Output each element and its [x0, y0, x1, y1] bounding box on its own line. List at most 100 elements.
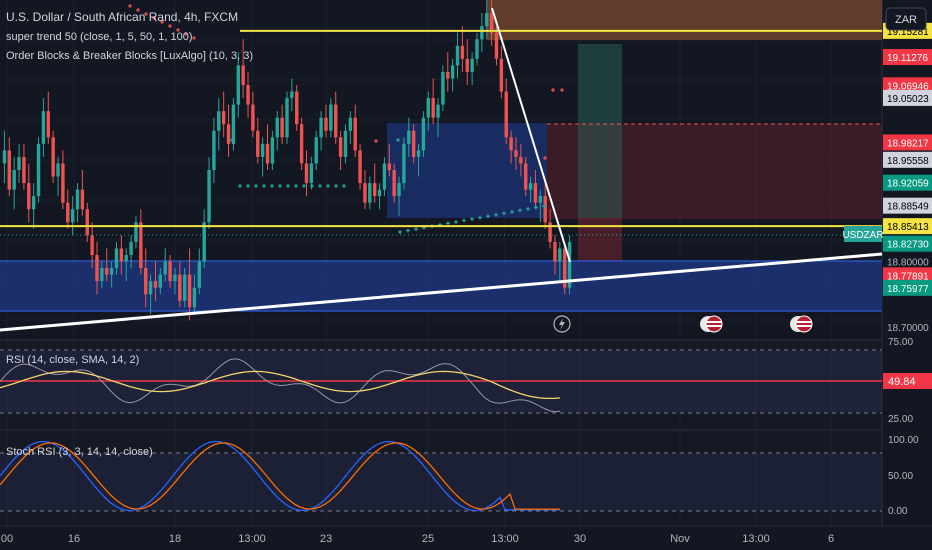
candle-body	[558, 248, 562, 262]
candle-body	[504, 91, 508, 138]
event-markers[interactable]	[553, 315, 813, 333]
candle-body	[416, 150, 421, 157]
stoch-d-line	[0, 442, 560, 510]
candle-body	[256, 130, 260, 157]
price-label: 18.88549	[887, 202, 929, 213]
candle-body	[446, 71, 450, 79]
candle-body	[114, 248, 119, 269]
rsi-pane[interactable]	[0, 340, 882, 430]
candle-body	[7, 150, 12, 190]
price-tag	[883, 267, 932, 284]
candle-body	[436, 104, 440, 118]
candle-body	[275, 117, 279, 138]
candle-body	[377, 189, 382, 197]
candle-body	[148, 281, 153, 295]
candle-body	[226, 124, 231, 144]
time-label: 6	[828, 533, 834, 545]
time-label: 18	[169, 533, 181, 545]
price-label: 18.70000	[887, 323, 929, 334]
candle-body	[338, 137, 343, 157]
time-label: Nov	[670, 533, 690, 545]
time-label: 23	[320, 533, 332, 545]
candle-body	[144, 268, 148, 295]
price-label: 18.85413	[887, 222, 929, 233]
candle-body	[460, 45, 465, 59]
stoch-indicator	[0, 440, 882, 512]
candle-body	[304, 163, 309, 184]
us-flag-icon[interactable]	[790, 315, 813, 333]
indicator-supertrend: super trend 50 (close, 1, 5, 50, 1, 100)	[6, 31, 193, 43]
candle-body	[27, 183, 31, 210]
candle-body	[548, 222, 552, 242]
candle-body	[246, 85, 250, 105]
price-label: 18.75977	[887, 284, 929, 295]
rsi-axis-75: 75.00	[888, 337, 913, 348]
candle-body	[314, 137, 318, 164]
price-label: 18.98217	[887, 138, 929, 149]
candle-body	[124, 255, 128, 262]
candle-body	[168, 261, 172, 282]
candle-body	[285, 98, 289, 138]
currency-button[interactable]: ZAR	[885, 7, 927, 31]
svg-text:USDZAR: USDZAR	[842, 230, 883, 241]
candle-body	[231, 104, 236, 144]
candle-body	[105, 268, 109, 275]
candle-body	[192, 287, 197, 308]
candle-body	[280, 117, 284, 138]
candle-body	[392, 170, 396, 197]
candle-body	[455, 45, 460, 66]
stoch-band	[0, 453, 882, 511]
candle-body	[12, 170, 16, 190]
rsi-indicator	[0, 349, 882, 414]
candle-body	[100, 268, 104, 282]
candle-body	[485, 13, 489, 27]
candle-body	[489, 13, 494, 33]
candle-body	[324, 117, 328, 131]
order-block-bottom	[0, 261, 882, 311]
time-axis[interactable]: 00 16 18 13:00 23 25 13:00 30 Nov 13:00 6	[1, 533, 834, 545]
candle-body	[31, 196, 36, 210]
price-label: 19.11276	[887, 53, 928, 64]
target-zone	[578, 44, 622, 218]
candle-body	[441, 71, 445, 105]
price-tag	[883, 197, 932, 214]
candle-body	[197, 261, 202, 288]
time-label: 13:00	[742, 533, 770, 545]
candle-body	[421, 117, 426, 151]
chart-title: U.S. Dollar / South African Rand, 4h, FX…	[6, 10, 238, 24]
currency-label: ZAR	[895, 14, 917, 26]
rsi-axis: 75.00 49.84 25.00	[883, 337, 932, 425]
candle-body	[178, 274, 182, 301]
us-flag-icon[interactable]	[700, 315, 723, 333]
supply-zone-top	[487, 0, 882, 40]
candle-body	[319, 117, 323, 138]
candle-body	[372, 183, 377, 197]
candle-body	[158, 274, 163, 288]
candle-body	[470, 58, 474, 72]
symbol-tag: USDZAR	[842, 226, 884, 242]
stoch-axis-100: 100.00	[888, 435, 919, 446]
candle-body	[290, 91, 294, 99]
candle-body	[431, 98, 435, 118]
candle-body	[402, 143, 406, 184]
rsi-value: 49.84	[888, 376, 916, 388]
candle-body	[397, 183, 401, 197]
stop-zone	[578, 218, 622, 261]
indicator-order-blocks: Order Blocks & Breaker Blocks [LuxAlgo] …	[6, 50, 253, 62]
lightning-glyph	[559, 318, 565, 330]
stoch-axis-50: 50.00	[888, 471, 913, 482]
candle-body	[134, 222, 138, 242]
price-axis[interactable]: 19.15281 19.11276 19.06946 19.05023 18.98217…	[883, 22, 932, 334]
candle-body	[426, 98, 430, 118]
candle-body	[207, 170, 211, 223]
rsi-label: RSI (14, close, SMA, 14, 2)	[6, 354, 139, 366]
candle-body	[358, 150, 362, 184]
rsi-value-tag	[883, 373, 932, 389]
candle-body	[509, 137, 513, 151]
candle-body	[163, 261, 167, 275]
price-tag	[883, 89, 932, 106]
candle-body	[22, 156, 26, 184]
candle-body	[129, 241, 133, 255]
candle-body	[46, 111, 50, 138]
